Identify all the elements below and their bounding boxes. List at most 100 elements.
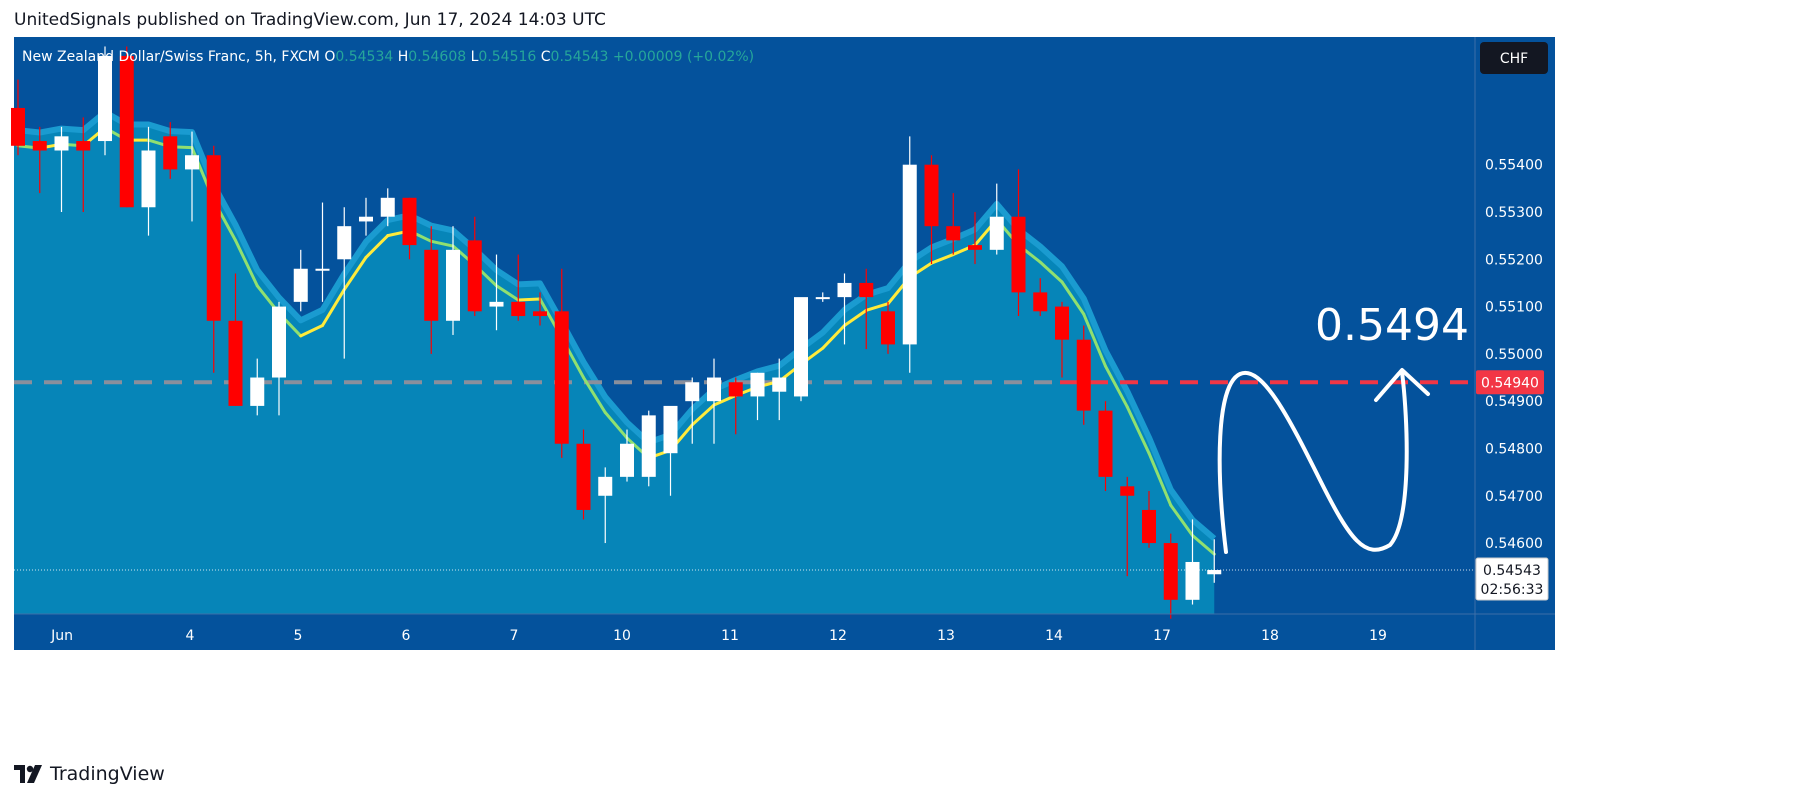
ma-line-segment — [843, 308, 868, 327]
arrowhead-icon — [1374, 368, 1430, 402]
candle-body — [576, 443, 591, 510]
candle-body — [815, 297, 830, 300]
candle[interactable] — [206, 145, 221, 373]
currency-badge[interactable]: CHF — [1480, 42, 1548, 74]
candle[interactable] — [489, 254, 504, 331]
candle[interactable] — [902, 136, 917, 373]
ma-line-segment — [1104, 364, 1129, 409]
candle[interactable] — [1076, 325, 1091, 425]
candle-body — [989, 216, 1004, 250]
candle[interactable] — [641, 410, 656, 487]
candle-body — [228, 320, 243, 406]
candle[interactable] — [380, 188, 395, 227]
candle[interactable] — [185, 131, 199, 222]
level-price-tag-bg — [1476, 370, 1544, 395]
candle[interactable] — [76, 117, 91, 212]
candle[interactable] — [924, 155, 939, 265]
candle[interactable] — [467, 216, 482, 317]
candle[interactable] — [859, 268, 874, 350]
candle-body — [141, 150, 156, 208]
candle[interactable] — [968, 211, 982, 265]
ma-line-segment — [234, 238, 259, 288]
candle[interactable] — [815, 292, 830, 302]
candle[interactable] — [533, 292, 547, 326]
tradingview-brand-text: TradingView — [50, 763, 165, 785]
ma-line-segment — [821, 324, 846, 350]
ma-line-segment — [1060, 280, 1086, 316]
candle[interactable] — [1011, 169, 1026, 317]
candle-body — [1163, 543, 1178, 600]
candle[interactable] — [250, 358, 265, 416]
candle-body — [272, 306, 286, 378]
candle-body — [794, 297, 808, 397]
candle[interactable] — [728, 377, 743, 435]
candle[interactable] — [315, 202, 330, 302]
candle[interactable] — [554, 268, 569, 458]
time-tick-label: 19 — [1369, 628, 1387, 644]
last-price-tag-bg — [1475, 557, 1549, 601]
candle[interactable] — [750, 372, 765, 421]
candle[interactable] — [293, 249, 308, 312]
candle-body — [554, 311, 569, 444]
candle[interactable] — [598, 467, 613, 544]
candle[interactable] — [794, 297, 808, 402]
candle-body — [902, 164, 917, 345]
ma-line-segment — [429, 239, 455, 248]
candle-body — [1055, 306, 1069, 340]
candle[interactable] — [1120, 476, 1135, 577]
candle[interactable] — [837, 273, 852, 345]
candle[interactable] — [424, 226, 439, 354]
candle[interactable] — [163, 122, 178, 179]
candle[interactable] — [1142, 491, 1156, 548]
candle[interactable] — [663, 405, 678, 496]
target-annotation: 0.5494 — [1315, 300, 1469, 351]
candle-body — [620, 443, 634, 477]
candle[interactable] — [11, 79, 25, 156]
candle[interactable] — [881, 301, 895, 354]
candle[interactable] — [1098, 401, 1113, 492]
candle[interactable] — [32, 126, 47, 194]
candle-body — [359, 216, 373, 222]
last-price-tag: 0.54543 02:56:33 — [1475, 557, 1549, 601]
candle[interactable] — [685, 377, 700, 444]
time-tick-label: 11 — [721, 628, 739, 644]
candle[interactable] — [1033, 278, 1048, 317]
ma-line-segment — [1147, 451, 1173, 507]
candle-body — [1011, 216, 1026, 293]
ma-line-segment — [712, 393, 738, 407]
candle[interactable] — [576, 429, 591, 520]
ma-line-segment — [864, 302, 890, 312]
candle[interactable] — [1055, 301, 1069, 378]
candle[interactable] — [54, 126, 69, 212]
candle-body — [315, 268, 330, 271]
candle[interactable] — [446, 226, 460, 335]
candle[interactable] — [620, 429, 634, 482]
candle[interactable] — [1185, 519, 1200, 605]
candle[interactable] — [337, 207, 352, 359]
candle[interactable] — [228, 273, 243, 406]
candle[interactable] — [707, 358, 721, 444]
candle[interactable] — [402, 197, 417, 260]
candle[interactable] — [989, 183, 1004, 255]
time-tick-label: 10 — [613, 628, 631, 644]
candle[interactable] — [272, 301, 286, 416]
candle[interactable] — [1207, 539, 1222, 583]
candle[interactable] — [359, 197, 373, 236]
time-tick-label: 18 — [1261, 628, 1279, 644]
candle[interactable] — [1163, 533, 1178, 619]
candle[interactable] — [511, 254, 526, 321]
candle[interactable] — [119, 46, 134, 208]
candle-body — [924, 164, 939, 227]
bar-countdown: 02:56:33 — [1481, 582, 1544, 598]
candle-body — [402, 197, 417, 246]
candle[interactable] — [141, 126, 156, 236]
candle[interactable] — [98, 46, 112, 156]
candle-body — [32, 141, 47, 151]
candle-body — [76, 141, 91, 151]
projection-arrow-drawing[interactable] — [1217, 368, 1430, 554]
tradingview-footer[interactable]: TradingView — [14, 760, 165, 788]
ma-line-segment — [342, 255, 368, 292]
candle[interactable] — [946, 193, 961, 255]
candle[interactable] — [772, 358, 787, 421]
